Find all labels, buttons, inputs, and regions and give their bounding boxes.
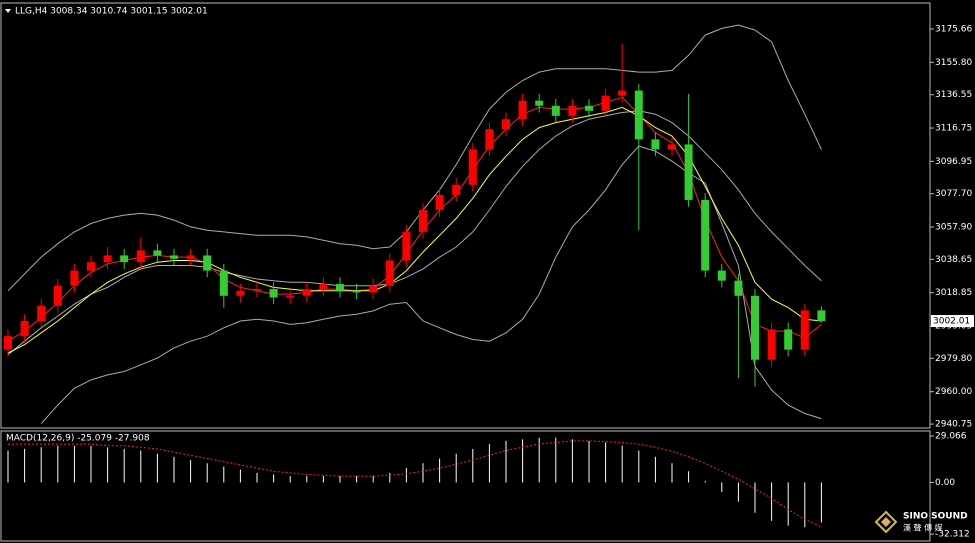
candle-body (153, 250, 162, 256)
y-tick-label: -32.312 (935, 530, 970, 540)
y-tick-label: 29.066 (935, 432, 967, 442)
y-tick-label: 3077.70 (935, 189, 972, 199)
macd-signal (8, 440, 822, 528)
candle-body (4, 336, 12, 350)
indicator-line (7, 110, 822, 356)
candle-body (20, 321, 29, 337)
candle-body (186, 255, 195, 259)
candle-body (668, 144, 676, 150)
logo (874, 510, 898, 534)
candle-body (817, 310, 826, 322)
candle-body (419, 210, 427, 232)
candle-body (634, 90, 643, 140)
candle-body (385, 260, 394, 286)
candle-body (87, 262, 95, 271)
watermark: SINO SOUND 漢 聲 傳 媒 (874, 510, 968, 534)
candle-body (701, 199, 710, 271)
y-tick-label: 3116.75 (935, 124, 972, 134)
candle-body (767, 329, 776, 360)
chart-header: LLG,H4 3008.34 3010.74 3001.15 3002.01 (15, 7, 208, 17)
candle-body (784, 329, 793, 350)
candle-body (319, 284, 328, 290)
candle-body (236, 290, 245, 296)
candle-body (618, 90, 627, 96)
candle-body (684, 144, 693, 200)
candle-body (53, 285, 62, 306)
y-tick-label: 2979.80 (935, 354, 972, 364)
logo-core (881, 517, 891, 527)
candle-body (269, 289, 278, 298)
candle-body (136, 250, 145, 263)
candle-body (70, 270, 79, 286)
candle-body (203, 255, 212, 271)
candle-body (402, 231, 411, 261)
y-tick-label: 2940.75 (935, 420, 972, 430)
y-tick-label: 2960.00 (935, 387, 972, 397)
y-tick-label: 0.00 (935, 478, 955, 488)
candle-body (435, 194, 444, 211)
y-tick-label: 3057.90 (935, 223, 972, 233)
candle-body (751, 295, 759, 360)
watermark-subtitle: 漢 聲 傳 媒 (903, 523, 943, 533)
menu-arrow[interactable] (5, 9, 11, 13)
y-tick-label: 3136.55 (935, 90, 972, 100)
candle-body (302, 289, 311, 296)
candle-body (103, 255, 112, 263)
candle-body (601, 95, 610, 111)
watermark-name: SINO SOUND (903, 512, 968, 522)
candle-body (336, 284, 344, 291)
candle-body (485, 129, 494, 150)
indicator-line (40, 145, 822, 424)
candle-body (452, 184, 461, 195)
indicator-line (7, 106, 822, 354)
price-tag (931, 315, 974, 328)
candle-body (568, 105, 577, 116)
candle-body (37, 305, 46, 322)
price-tag-label: 3002.01 (933, 317, 970, 327)
candle-body (352, 290, 361, 293)
macd-pane (0, 430, 931, 542)
candle-body (734, 280, 743, 296)
candle-body (120, 255, 129, 263)
indicator-line (7, 96, 822, 342)
macd-header: MACD(12,26,9) -25.079 -27.908 (6, 434, 150, 444)
candle-body (585, 105, 593, 111)
indicator-line (7, 24, 822, 292)
candle-body (468, 149, 477, 185)
y-tick-label: 3155.80 (935, 58, 972, 68)
candle-body (253, 289, 261, 291)
candle-body (170, 255, 178, 259)
candle-body (535, 100, 544, 106)
y-tick-label: 3038.65 (935, 255, 972, 265)
candle-body (502, 119, 510, 130)
candle-body (369, 285, 378, 293)
y-tick-label: 3018.85 (935, 288, 972, 298)
y-tick-label: 3175.66 (935, 24, 972, 34)
candle-body (518, 100, 527, 120)
y-tick-label: 3096.95 (935, 157, 972, 167)
candle-body (717, 270, 726, 281)
main-pane (0, 2, 931, 429)
candle-body (651, 139, 660, 150)
candle-body (800, 310, 809, 350)
candle-body (219, 270, 228, 296)
candle-body (286, 295, 295, 298)
candle-body (551, 105, 560, 116)
